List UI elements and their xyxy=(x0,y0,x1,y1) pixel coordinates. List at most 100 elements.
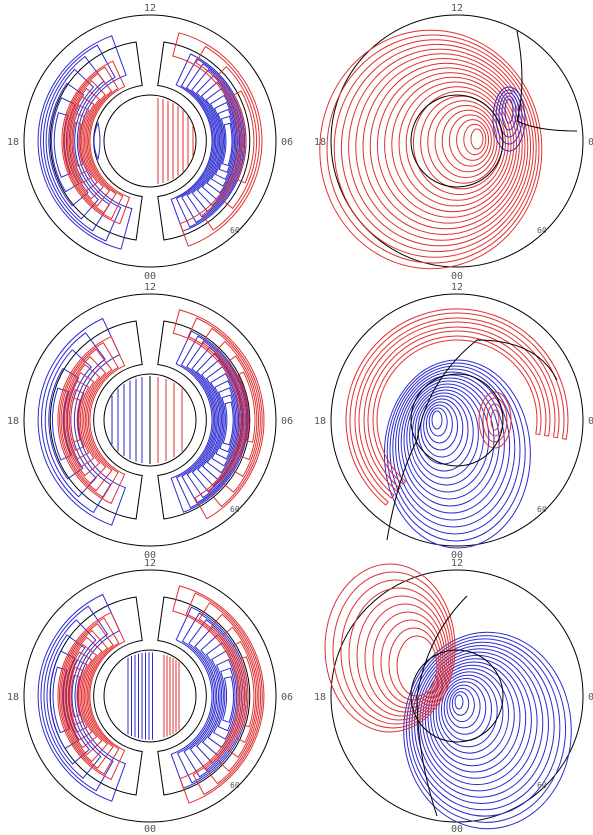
negative-contour xyxy=(492,86,526,152)
positive-contour xyxy=(427,100,501,184)
positive-contour xyxy=(63,636,103,756)
label-dawn: 06 xyxy=(588,692,593,703)
label-latitude: 60 xyxy=(537,781,547,790)
negative-contour xyxy=(438,674,498,748)
negative-contour xyxy=(420,398,464,458)
positive-contour xyxy=(70,397,81,443)
negative-contour xyxy=(191,352,244,493)
negative-contour xyxy=(411,641,555,811)
negative-contour xyxy=(409,386,485,486)
negative-contour xyxy=(423,401,459,451)
positive-contour xyxy=(222,626,258,758)
positive-contour xyxy=(369,62,523,230)
positive-contour xyxy=(187,317,263,508)
negative-contour xyxy=(211,380,238,467)
contours xyxy=(37,32,263,250)
zero-contour xyxy=(416,595,468,817)
negative-contour xyxy=(416,648,544,798)
positive-contour xyxy=(233,90,255,184)
positive-contour xyxy=(62,355,107,485)
positive-contour xyxy=(227,355,258,461)
negative-contour xyxy=(425,404,453,444)
zero-contour xyxy=(386,339,558,541)
label-dawn: 06 xyxy=(281,692,293,703)
negative-contour xyxy=(175,335,248,509)
positive-contour xyxy=(441,109,495,173)
label-latitude: 60 xyxy=(230,505,240,514)
positive-contour xyxy=(172,585,265,804)
positive-contour xyxy=(201,327,261,493)
negative-contour xyxy=(386,362,526,542)
label-midnight: 00 xyxy=(144,271,156,282)
negative-contour xyxy=(221,122,233,167)
label-noon: 12 xyxy=(144,282,156,293)
negative-contour xyxy=(40,605,114,792)
positive-contour xyxy=(69,666,84,726)
label-latitude: 60 xyxy=(230,781,240,790)
zero-contour xyxy=(410,649,504,743)
positive-contour xyxy=(60,623,114,769)
positive-contour xyxy=(448,114,492,167)
positive-contour xyxy=(63,363,101,477)
positive-contour xyxy=(210,613,260,772)
negative-contour xyxy=(406,383,490,493)
label-dawn: 06 xyxy=(281,137,293,148)
positive-contour xyxy=(57,335,126,505)
negative-contour xyxy=(218,115,234,174)
positive-contour xyxy=(67,659,88,733)
positive-contour xyxy=(69,104,93,184)
label-midnight: 00 xyxy=(144,824,156,835)
positive-contour xyxy=(384,72,518,218)
label-latitude: 60 xyxy=(537,505,547,514)
contours xyxy=(319,29,578,270)
positive-contour xyxy=(463,123,487,156)
positive-contour xyxy=(490,409,500,431)
inner-boundary-circle xyxy=(103,94,197,188)
positive-contour xyxy=(434,105,498,178)
positive-contour xyxy=(58,617,120,775)
label-dawn: 06 xyxy=(588,137,593,148)
label-midnight: 00 xyxy=(451,550,463,561)
negative-contour xyxy=(403,380,495,500)
panel-r1c2: 12 00 18 06 60 xyxy=(314,3,593,282)
label-dusk: 18 xyxy=(314,416,326,427)
panel-r2c1: 12 00 18 06 60 xyxy=(7,282,293,561)
outer-boundary-circle xyxy=(23,14,277,268)
negative-contour xyxy=(432,668,510,760)
negative-contour xyxy=(430,664,515,767)
negative-contour xyxy=(52,666,71,734)
positive-contour xyxy=(57,611,126,781)
positive-contour xyxy=(68,96,99,192)
label-dusk: 18 xyxy=(7,416,19,427)
label-dusk: 18 xyxy=(314,137,326,148)
positive-contour xyxy=(198,602,262,785)
positive-contour xyxy=(67,380,90,460)
outer-boundary-circle xyxy=(330,14,584,268)
negative-contour xyxy=(501,95,517,131)
label-noon: 12 xyxy=(144,3,156,14)
negative-contour xyxy=(451,691,470,716)
contours xyxy=(324,563,572,830)
panel-r3c2: 12 00 18 06 60 xyxy=(314,558,593,835)
zero-contour xyxy=(157,41,251,241)
label-dusk: 18 xyxy=(314,692,326,703)
positive-contour xyxy=(71,113,88,176)
positive-contour xyxy=(348,48,532,247)
negative-contour xyxy=(206,94,238,194)
zero-contour xyxy=(49,320,143,520)
label-midnight: 00 xyxy=(451,824,463,835)
positive-contour xyxy=(324,563,456,733)
positive-contour xyxy=(215,340,260,478)
positive-contour xyxy=(70,674,81,718)
positive-contour xyxy=(237,371,256,443)
positive-contour xyxy=(391,76,515,213)
negative-contour xyxy=(215,387,237,460)
negative-contour xyxy=(422,654,532,786)
outer-boundary-circle xyxy=(23,293,277,547)
positive-contour xyxy=(64,72,117,214)
negative-contour xyxy=(397,374,505,514)
positive-contour xyxy=(172,32,263,247)
zero-contour xyxy=(157,596,251,796)
inner-boundary-circle xyxy=(103,649,197,743)
